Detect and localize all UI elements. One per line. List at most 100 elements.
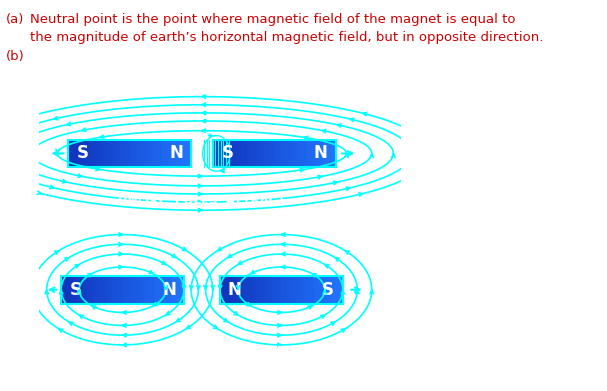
Bar <box>151 276 156 303</box>
Bar <box>130 140 135 167</box>
Bar <box>257 276 262 303</box>
Bar <box>76 140 81 167</box>
Bar <box>240 276 245 303</box>
Bar <box>90 276 95 303</box>
Bar <box>171 140 175 167</box>
Bar <box>183 140 188 167</box>
Bar <box>142 140 147 167</box>
Bar <box>298 276 303 303</box>
Bar <box>290 276 294 303</box>
Bar <box>109 140 114 167</box>
Bar <box>155 276 160 303</box>
Bar <box>139 276 144 303</box>
Bar <box>265 276 270 303</box>
Bar <box>277 276 282 303</box>
Bar <box>324 140 328 167</box>
Text: N: N <box>162 281 176 299</box>
Bar <box>221 140 226 167</box>
Bar <box>102 276 107 303</box>
Bar <box>269 276 274 303</box>
Bar <box>273 276 278 303</box>
Text: S: S <box>70 281 82 299</box>
Bar <box>327 276 331 303</box>
Text: N: N <box>228 281 242 299</box>
Bar <box>69 140 191 167</box>
Bar <box>278 140 283 167</box>
Bar <box>118 140 122 167</box>
Text: UNLIKE  POLES  ATTRACT: UNLIKE POLES ATTRACT <box>118 194 286 207</box>
Bar <box>306 276 311 303</box>
Bar <box>270 140 275 167</box>
Bar <box>225 140 230 167</box>
Bar <box>81 140 86 167</box>
Bar <box>322 276 327 303</box>
Bar <box>249 276 254 303</box>
Bar <box>127 276 132 303</box>
Bar <box>160 276 164 303</box>
Text: (a): (a) <box>6 13 24 26</box>
Bar <box>65 276 70 303</box>
Bar <box>97 140 102 167</box>
Text: S: S <box>77 144 89 162</box>
Bar <box>232 276 237 303</box>
Bar <box>228 276 233 303</box>
Bar <box>94 276 99 303</box>
Bar <box>123 276 127 303</box>
Bar <box>242 140 246 167</box>
Bar <box>150 140 155 167</box>
Bar <box>315 140 320 167</box>
Bar <box>114 140 118 167</box>
Bar <box>163 140 168 167</box>
Bar <box>69 140 73 167</box>
Bar <box>266 140 271 167</box>
Bar <box>158 140 163 167</box>
Bar <box>72 140 77 167</box>
Bar <box>163 276 168 303</box>
Text: S: S <box>322 281 334 299</box>
Bar <box>126 140 131 167</box>
Bar <box>261 276 266 303</box>
Bar <box>310 276 315 303</box>
Bar <box>166 140 171 167</box>
Bar <box>85 140 90 167</box>
Bar <box>217 140 222 167</box>
Bar <box>249 140 254 167</box>
Bar <box>213 140 218 167</box>
Bar <box>78 276 83 303</box>
Bar <box>98 276 103 303</box>
Bar <box>175 140 180 167</box>
Bar <box>294 276 299 303</box>
Text: Neutral point is the point where magnetic field of the magnet is equal to: Neutral point is the point where magneti… <box>30 13 515 26</box>
Bar <box>187 140 192 167</box>
Bar <box>282 140 287 167</box>
Bar <box>118 276 123 303</box>
Bar <box>61 276 184 303</box>
Bar <box>86 276 90 303</box>
Bar <box>213 140 336 167</box>
Bar <box>69 276 74 303</box>
Bar <box>294 140 299 167</box>
Bar <box>81 276 86 303</box>
Bar <box>339 276 344 303</box>
Text: the magnitude of earth’s horizontal magnetic field, but in opposite direction.: the magnitude of earth’s horizontal magn… <box>30 31 543 44</box>
Bar <box>176 276 180 303</box>
Bar <box>179 140 184 167</box>
Bar <box>131 276 135 303</box>
Bar <box>73 276 78 303</box>
Bar <box>168 276 172 303</box>
Bar <box>254 140 259 167</box>
Bar <box>134 140 138 167</box>
Bar <box>274 140 279 167</box>
Bar <box>147 276 152 303</box>
Bar <box>291 140 296 167</box>
Bar <box>319 140 324 167</box>
Bar <box>154 140 159 167</box>
Bar <box>262 140 266 167</box>
Bar <box>135 276 140 303</box>
Bar <box>282 276 287 303</box>
Bar <box>285 276 290 303</box>
Text: N: N <box>169 144 183 162</box>
Bar <box>303 140 308 167</box>
Bar <box>138 140 143 167</box>
Bar <box>172 276 177 303</box>
